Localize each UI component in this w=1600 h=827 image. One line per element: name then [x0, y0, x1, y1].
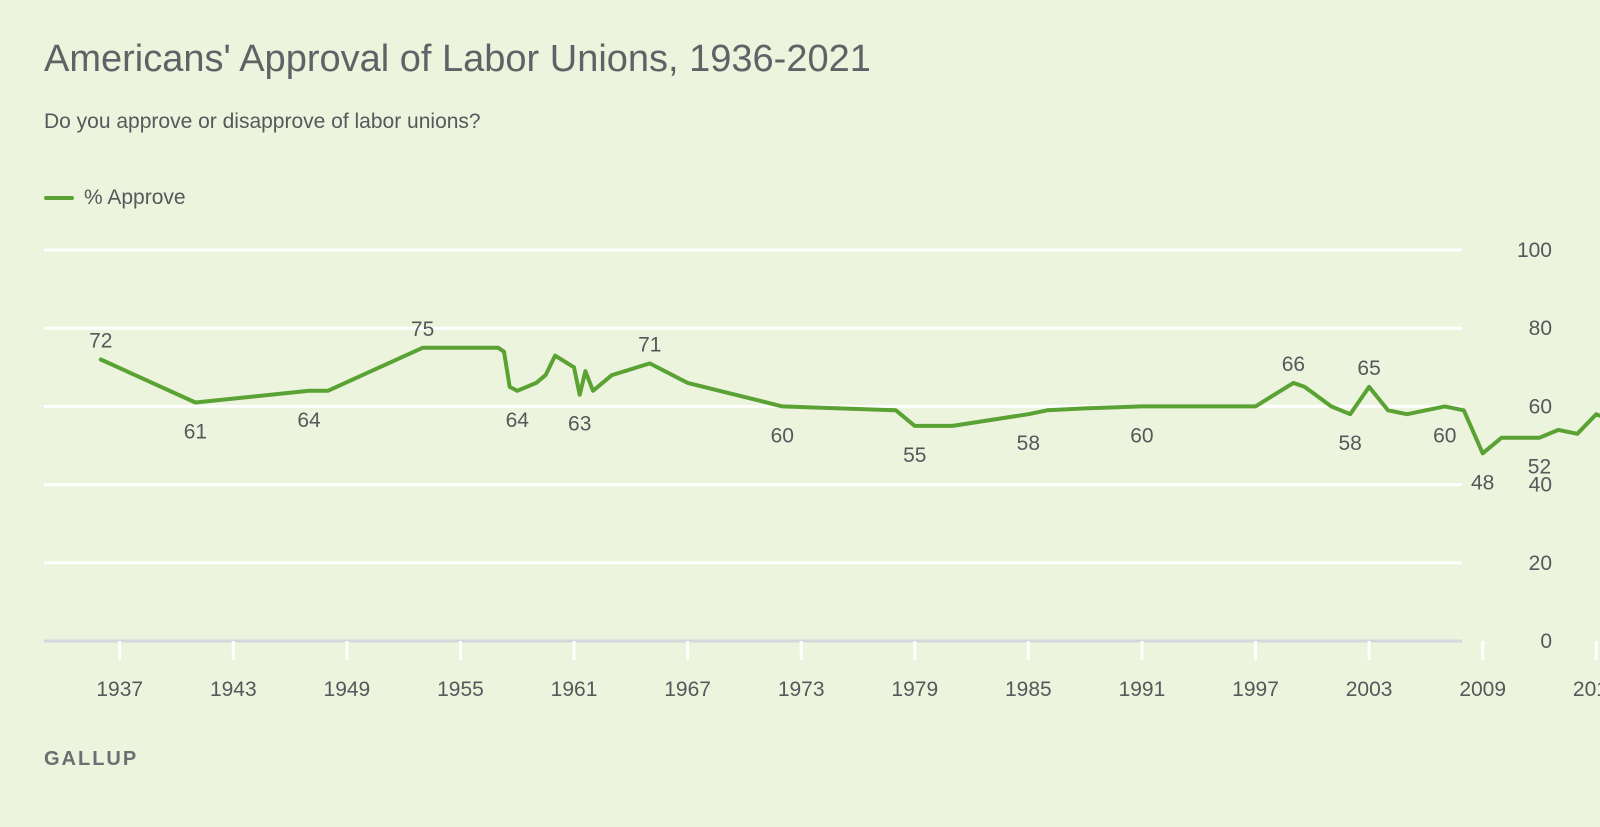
y-tick-label: 60: [1529, 395, 1552, 418]
x-tick-label: 1997: [1232, 678, 1279, 701]
data-label: 60: [1130, 424, 1153, 447]
data-label: 58: [1017, 432, 1040, 455]
legend-swatch: [44, 196, 74, 200]
x-tick-label: 2015: [1573, 678, 1600, 701]
x-tick-label: 1973: [778, 678, 825, 701]
data-label: 60: [771, 424, 794, 447]
x-tick-label: 1967: [664, 678, 711, 701]
y-tick-label: 20: [1529, 552, 1552, 575]
data-label: 64: [506, 409, 530, 432]
x-tick-label: 1991: [1119, 678, 1166, 701]
data-label: 55: [903, 444, 926, 467]
data-label: 60: [1433, 424, 1456, 447]
x-tick-label: 1979: [891, 678, 938, 701]
y-tick-label: 80: [1529, 317, 1552, 340]
x-tick-label: 2009: [1459, 678, 1506, 701]
x-tick-label: 1937: [96, 678, 143, 701]
data-label: 63: [568, 413, 591, 436]
data-label: 58: [1338, 432, 1361, 455]
chart-subtitle: Do you approve or disapprove of labor un…: [44, 110, 481, 133]
data-label: 66: [1282, 353, 1305, 376]
x-tick-label: 1943: [210, 678, 257, 701]
series-line-approve: [98, 345, 1600, 456]
y-tick-label: 100: [1517, 239, 1552, 262]
chart-title: Americans' Approval of Labor Unions, 193…: [44, 38, 871, 80]
data-label: 52: [1528, 456, 1551, 479]
y-tick-label: 40: [1529, 474, 1552, 497]
data-label: 72: [89, 329, 112, 352]
legend-label: % Approve: [84, 186, 186, 209]
data-label: 71: [638, 333, 661, 356]
data-label: 65: [1357, 357, 1380, 380]
chart-legend: % Approve: [44, 186, 186, 210]
x-tick-label: 2003: [1346, 678, 1393, 701]
data-label: 48: [1471, 471, 1494, 494]
data-label: 64: [297, 409, 321, 432]
x-tick-label: 1949: [324, 678, 371, 701]
data-label: 61: [184, 420, 207, 443]
y-tick-label: 0: [1540, 630, 1552, 653]
data-label: 75: [411, 318, 434, 341]
x-tick-label: 1961: [551, 678, 598, 701]
x-tick-label: 1955: [437, 678, 484, 701]
x-tick-label: 1985: [1005, 678, 1052, 701]
brand-logo: GALLUP: [44, 748, 139, 770]
